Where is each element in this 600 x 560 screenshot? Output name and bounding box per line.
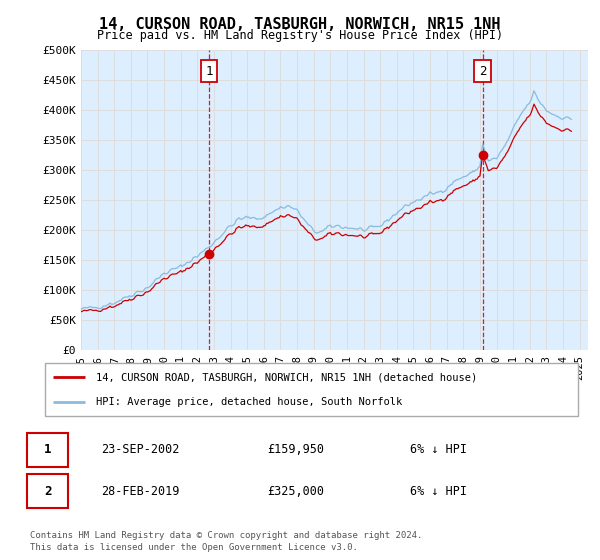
FancyBboxPatch shape [45,363,578,416]
Text: 14, CURSON ROAD, TASBURGH, NORWICH, NR15 1NH: 14, CURSON ROAD, TASBURGH, NORWICH, NR15… [99,17,501,32]
Text: 14, CURSON ROAD, TASBURGH, NORWICH, NR15 1NH (detached house): 14, CURSON ROAD, TASBURGH, NORWICH, NR15… [96,372,477,382]
Text: 23-SEP-2002: 23-SEP-2002 [101,444,179,456]
Text: This data is licensed under the Open Government Licence v3.0.: This data is licensed under the Open Gov… [30,543,358,552]
Text: 2: 2 [44,484,52,497]
Text: HPI: Average price, detached house, South Norfolk: HPI: Average price, detached house, Sout… [96,398,402,407]
Text: £325,000: £325,000 [267,484,324,497]
Text: 6% ↓ HPI: 6% ↓ HPI [410,444,467,456]
Text: 1: 1 [206,65,213,78]
Text: 28-FEB-2019: 28-FEB-2019 [101,484,179,497]
Text: Price paid vs. HM Land Registry's House Price Index (HPI): Price paid vs. HM Land Registry's House … [97,29,503,42]
Text: £159,950: £159,950 [267,444,324,456]
FancyBboxPatch shape [27,474,68,508]
Text: 6% ↓ HPI: 6% ↓ HPI [410,484,467,497]
Text: 1: 1 [44,444,52,456]
Text: 2: 2 [479,65,487,78]
Text: Contains HM Land Registry data © Crown copyright and database right 2024.: Contains HM Land Registry data © Crown c… [30,531,422,540]
FancyBboxPatch shape [27,433,68,467]
